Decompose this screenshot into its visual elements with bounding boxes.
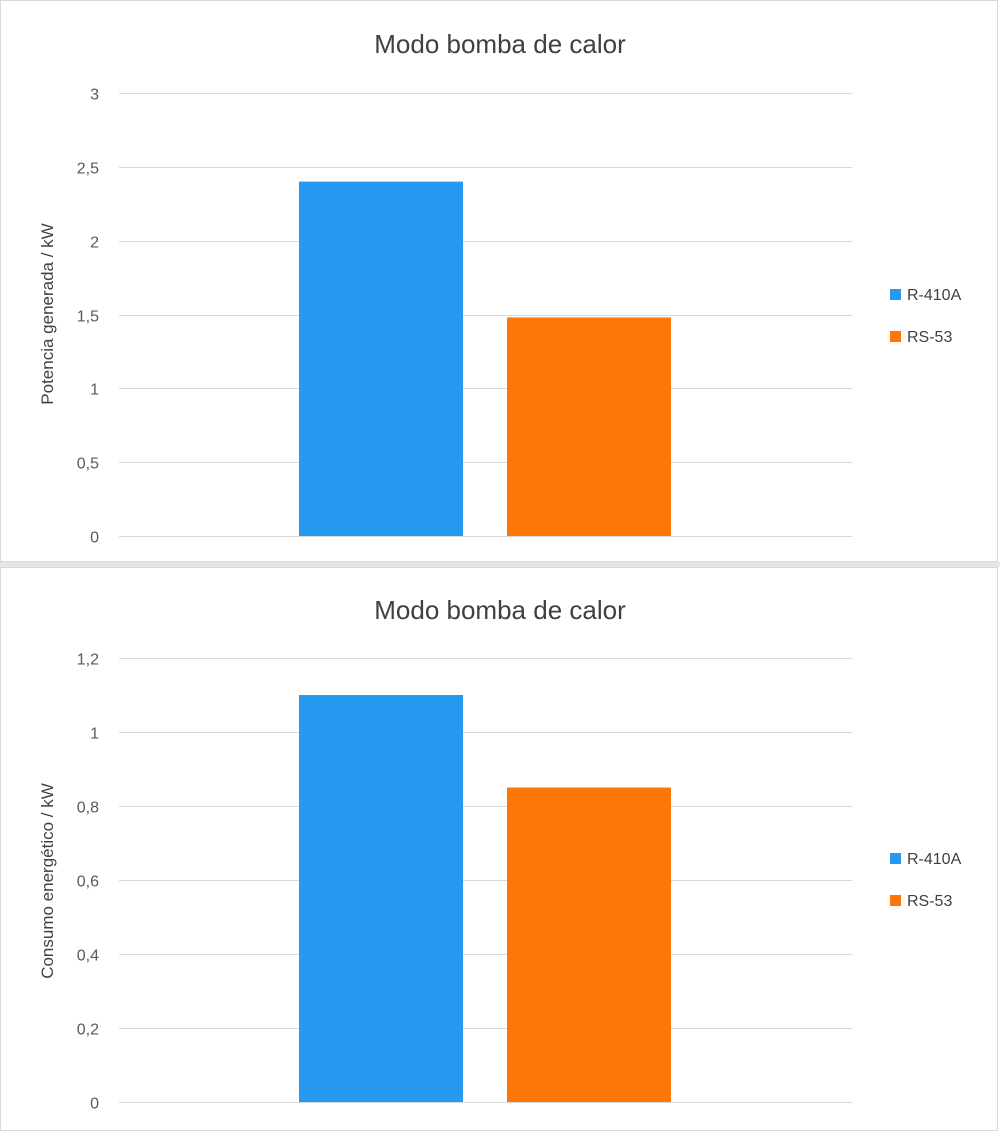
y-tick-label: 1,5 [77, 309, 99, 326]
gridlines [119, 658, 852, 1103]
y-tick-label: 3 [90, 87, 99, 104]
y-tick-label: 0 [90, 530, 99, 547]
y-tick-label: 0,5 [77, 456, 99, 473]
chart-title: Modo bomba de calor [374, 29, 626, 59]
legend-label-r410a: R-410A [907, 287, 962, 304]
legend: R-410A RS-53 [890, 851, 962, 910]
y-tick-label: 0,2 [77, 1022, 99, 1039]
legend-swatch-rs53 [890, 895, 901, 906]
bar-r410a [299, 695, 463, 1102]
chart-panel-consumo: Modo bomba de calor 0 0,2 0,4 0,6 0,8 1 1,2 Co… [0, 567, 998, 1131]
y-tick-labels: 0 0,5 1 1,5 2 2,5 3 [77, 87, 99, 547]
y-tick-label: 1,2 [77, 652, 99, 669]
bar-rs53 [507, 787, 671, 1102]
bars [299, 181, 671, 536]
legend: R-410A RS-53 [890, 287, 962, 346]
y-tick-label: 1 [90, 726, 99, 743]
chart-consumo-energetico: Modo bomba de calor 0 0,2 0,4 0,6 0,8 1 1,2 Co… [38, 595, 962, 1113]
y-axis-label: Potencia generada / kW [38, 223, 57, 404]
chart-panel-potencia: Modo bomba de calor 0 0,5 1 1,5 2 2,5 3 Potenc… [0, 0, 998, 562]
y-tick-label: 0 [90, 1096, 99, 1113]
y-tick-label: 2 [90, 235, 99, 252]
chart-potencia-generada: Modo bomba de calor 0 0,5 1 1,5 2 2,5 3 Potenc… [38, 29, 962, 547]
legend-label-r410a: R-410A [907, 851, 962, 868]
legend-swatch-rs53 [890, 331, 901, 342]
bars [299, 695, 671, 1102]
legend-label-rs53: RS-53 [907, 329, 952, 346]
legend-label-rs53: RS-53 [907, 893, 952, 910]
y-tick-labels: 0 0,2 0,4 0,6 0,8 1 1,2 [77, 652, 99, 1113]
legend-swatch-r410a [890, 289, 901, 300]
y-tick-label: 2,5 [77, 161, 99, 178]
bar-r410a [299, 181, 463, 536]
y-tick-label: 0,8 [77, 800, 99, 817]
y-tick-label: 0,4 [77, 948, 99, 965]
legend-swatch-r410a [890, 853, 901, 864]
gridlines [119, 93, 852, 537]
y-tick-label: 1 [90, 382, 99, 399]
y-axis-label: Consumo energético / kW [38, 783, 57, 979]
panel-divider [0, 562, 1000, 567]
bar-rs53 [507, 317, 671, 536]
y-tick-label: 0,6 [77, 874, 99, 891]
chart-title: Modo bomba de calor [374, 595, 626, 625]
